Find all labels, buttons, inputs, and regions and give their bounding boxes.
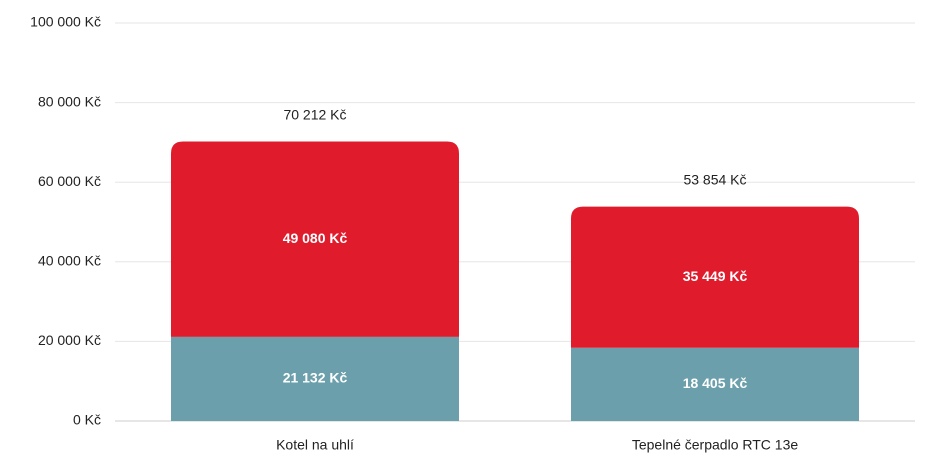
y-tick-label: 60 000 Kč (38, 173, 101, 189)
y-tick-label: 40 000 Kč (38, 253, 101, 269)
segment-label: 35 449 Kč (683, 268, 748, 284)
x-tick-label: Kotel na uhlí (276, 437, 354, 453)
bar-segment (571, 206, 859, 348)
x-tick-label: Tepelné čerpadlo RTC 13e (632, 437, 799, 453)
total-label: 70 212 Kč (283, 106, 346, 122)
segment-label: 21 132 Kč (283, 370, 348, 386)
y-tick-label: 20 000 Kč (38, 332, 101, 348)
y-tick-label: 80 000 Kč (38, 93, 101, 109)
total-label: 53 854 Kč (683, 171, 746, 187)
bar-segment (571, 347, 859, 421)
bar-segment (171, 141, 459, 337)
segment-label: 18 405 Kč (683, 375, 748, 391)
y-tick-label: 100 000 Kč (30, 14, 101, 30)
bar-segment (171, 336, 459, 421)
y-tick-label: 0 Kč (73, 412, 101, 428)
segment-label: 49 080 Kč (283, 230, 348, 246)
